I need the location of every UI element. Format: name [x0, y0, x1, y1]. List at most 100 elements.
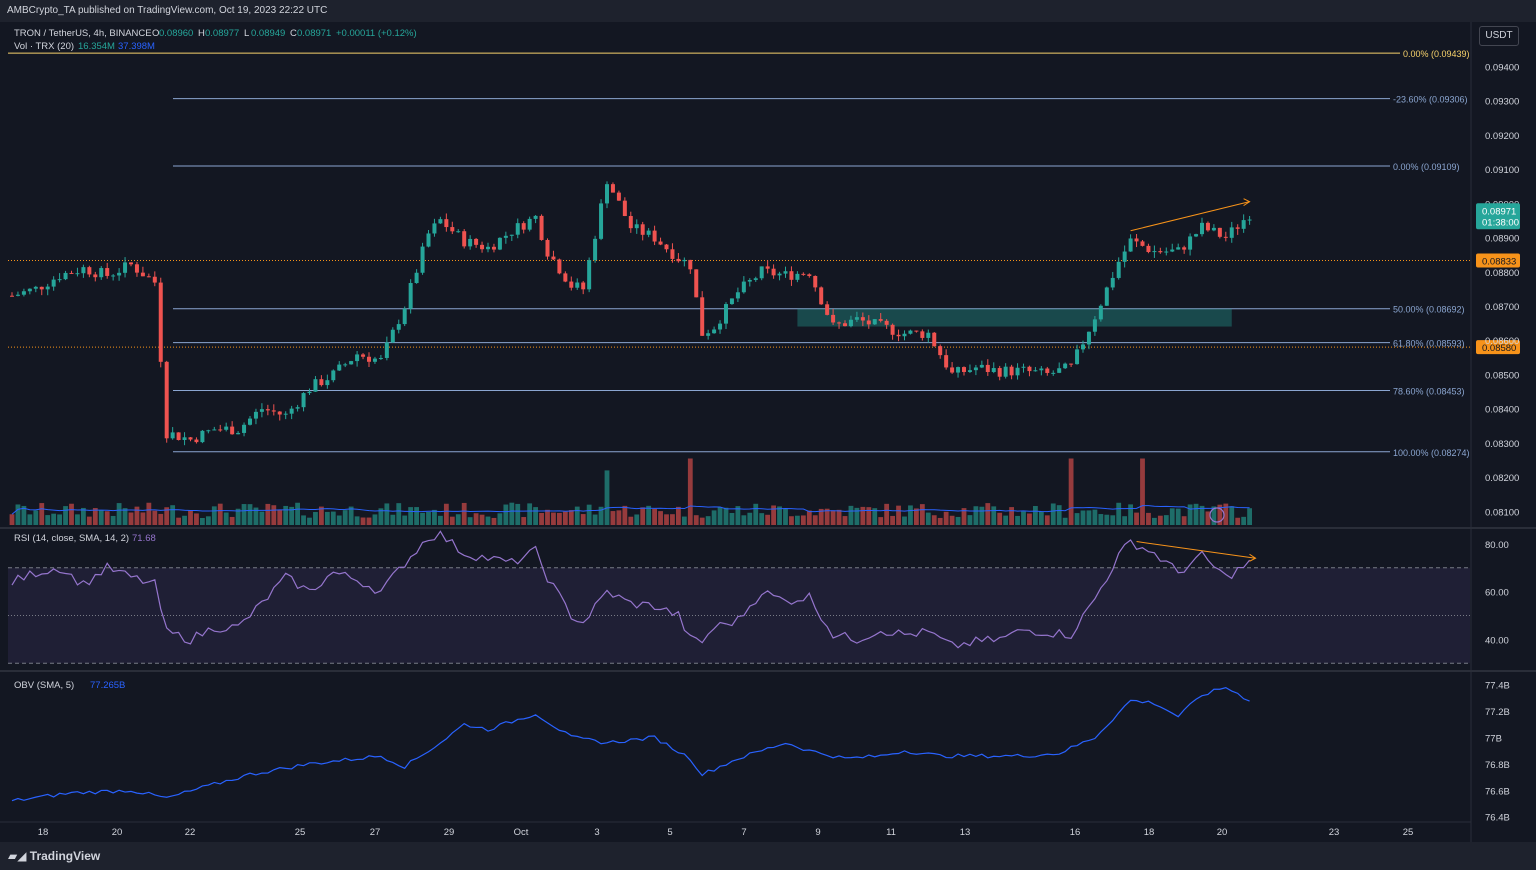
- chart-canvas[interactable]: 0.00% (0.09439) -23.60% (0.09306) 0.00% (0…: [0, 0, 1536, 842]
- price-candle: [206, 430, 211, 432]
- price-candle: [1027, 366, 1032, 372]
- price-candle: [105, 268, 110, 276]
- price-candle: [462, 231, 467, 247]
- price-candle: [1033, 370, 1038, 372]
- price-candle: [140, 272, 145, 277]
- volume-bar: [1086, 510, 1092, 525]
- rsi-axis-tick: 80.00: [1485, 540, 1509, 551]
- volume-bar: [307, 517, 312, 525]
- volume-bar: [86, 516, 92, 525]
- volume-bar: [194, 513, 199, 525]
- price-candle: [593, 238, 598, 261]
- time-axis-tick: 11: [886, 827, 896, 838]
- price-candle: [783, 271, 788, 274]
- volume-bar: [681, 516, 687, 525]
- time-axis-tick: 3: [594, 827, 599, 838]
- volume-bar: [229, 516, 235, 525]
- volume-bar: [854, 507, 860, 525]
- rsi-line: [11, 530, 1251, 649]
- volume-bar: [735, 506, 741, 525]
- volume-bar: [777, 506, 782, 525]
- volume-bar: [15, 504, 21, 525]
- volume-bar: [455, 514, 461, 525]
- price-candle: [402, 308, 407, 325]
- volume-bar: [551, 512, 556, 525]
- price-candle: [1176, 247, 1181, 250]
- volume-bar: [241, 504, 247, 525]
- price-axis-tick: 0.08700: [1485, 302, 1519, 313]
- volume-bar: [539, 512, 544, 525]
- volume-bar: [110, 515, 116, 525]
- volume-bar: [1211, 506, 1217, 525]
- price-candle: [587, 260, 592, 290]
- price-candle: [1229, 227, 1234, 238]
- candle-countdown-text: 01:38:00: [1482, 217, 1519, 228]
- price-candle: [753, 278, 758, 280]
- price-candle: [759, 266, 764, 279]
- volume-bar: [878, 517, 884, 525]
- volume-bar: [1169, 508, 1175, 525]
- volume-bar: [1229, 506, 1235, 525]
- obv-value: 77.265B: [90, 680, 125, 691]
- volume-bar: [247, 504, 253, 525]
- price-candle: [361, 354, 366, 357]
- price-candle: [1092, 319, 1097, 332]
- price-candle: [39, 286, 44, 290]
- published-info: AMBCrypto_TA published on TradingView.co…: [7, 5, 328, 16]
- price-candle: [21, 291, 26, 295]
- tradingview-logo[interactable]: ▰◢ TradingView: [8, 849, 100, 863]
- price-candle: [848, 319, 853, 327]
- volume-bar: [872, 508, 878, 525]
- price-candle: [164, 361, 169, 439]
- price-candle: [1039, 368, 1044, 371]
- volume-bar: [1068, 458, 1074, 525]
- price-axis-tick: 0.08200: [1485, 473, 1519, 484]
- price-candle: [956, 367, 961, 373]
- volume-bar: [1116, 502, 1122, 525]
- price-candle: [301, 393, 306, 408]
- volume-bar: [319, 506, 324, 525]
- volume-bar: [1056, 505, 1062, 525]
- volume-bar: [485, 516, 491, 525]
- volume-bar: [438, 515, 443, 525]
- volume-bar: [354, 516, 360, 525]
- price-candle: [152, 276, 157, 283]
- volume-bar: [497, 513, 503, 525]
- price-candle: [872, 319, 877, 325]
- time-axis-tick: 20: [112, 827, 123, 838]
- volume-bar: [259, 511, 265, 525]
- price-candle: [920, 331, 925, 338]
- price-candle: [253, 411, 258, 419]
- price-candle: [1211, 227, 1216, 231]
- fib-level-label: 50.00% (0.08692): [1393, 305, 1465, 315]
- volume-bar: [27, 514, 33, 525]
- price-axis-tick: 0.08400: [1485, 405, 1519, 416]
- price-candle: [271, 410, 276, 412]
- price-candle: [224, 426, 229, 430]
- price-candle: [1003, 366, 1008, 377]
- volume-bar: [836, 509, 842, 525]
- volume-bar: [443, 503, 449, 525]
- volume-bar: [919, 504, 925, 525]
- price-candle: [51, 279, 56, 287]
- price-candle: [242, 424, 247, 433]
- volume-bar: [705, 516, 711, 525]
- price-candle: [230, 426, 235, 435]
- symbol-title: TRON / TetherUS, 4h, BINANCE: [14, 28, 152, 39]
- price-candle: [521, 223, 526, 230]
- price-candle: [414, 272, 419, 284]
- price-candle: [777, 273, 782, 276]
- price-candle: [747, 279, 752, 282]
- volume-bar: [158, 513, 164, 525]
- quote-unit-button[interactable]: USDT: [1479, 26, 1519, 46]
- price-candle: [408, 283, 413, 309]
- price-candle: [670, 249, 675, 259]
- level-price-tag: [1476, 340, 1520, 355]
- price-candle: [765, 266, 770, 269]
- volume-bar: [717, 507, 723, 525]
- support-zone: [797, 308, 1232, 327]
- volume-bar: [812, 515, 818, 525]
- volume-bar: [1092, 509, 1098, 525]
- volume-bar: [1044, 515, 1050, 525]
- rsi-legend-label: RSI (14, close, SMA, 14, 2): [14, 533, 129, 544]
